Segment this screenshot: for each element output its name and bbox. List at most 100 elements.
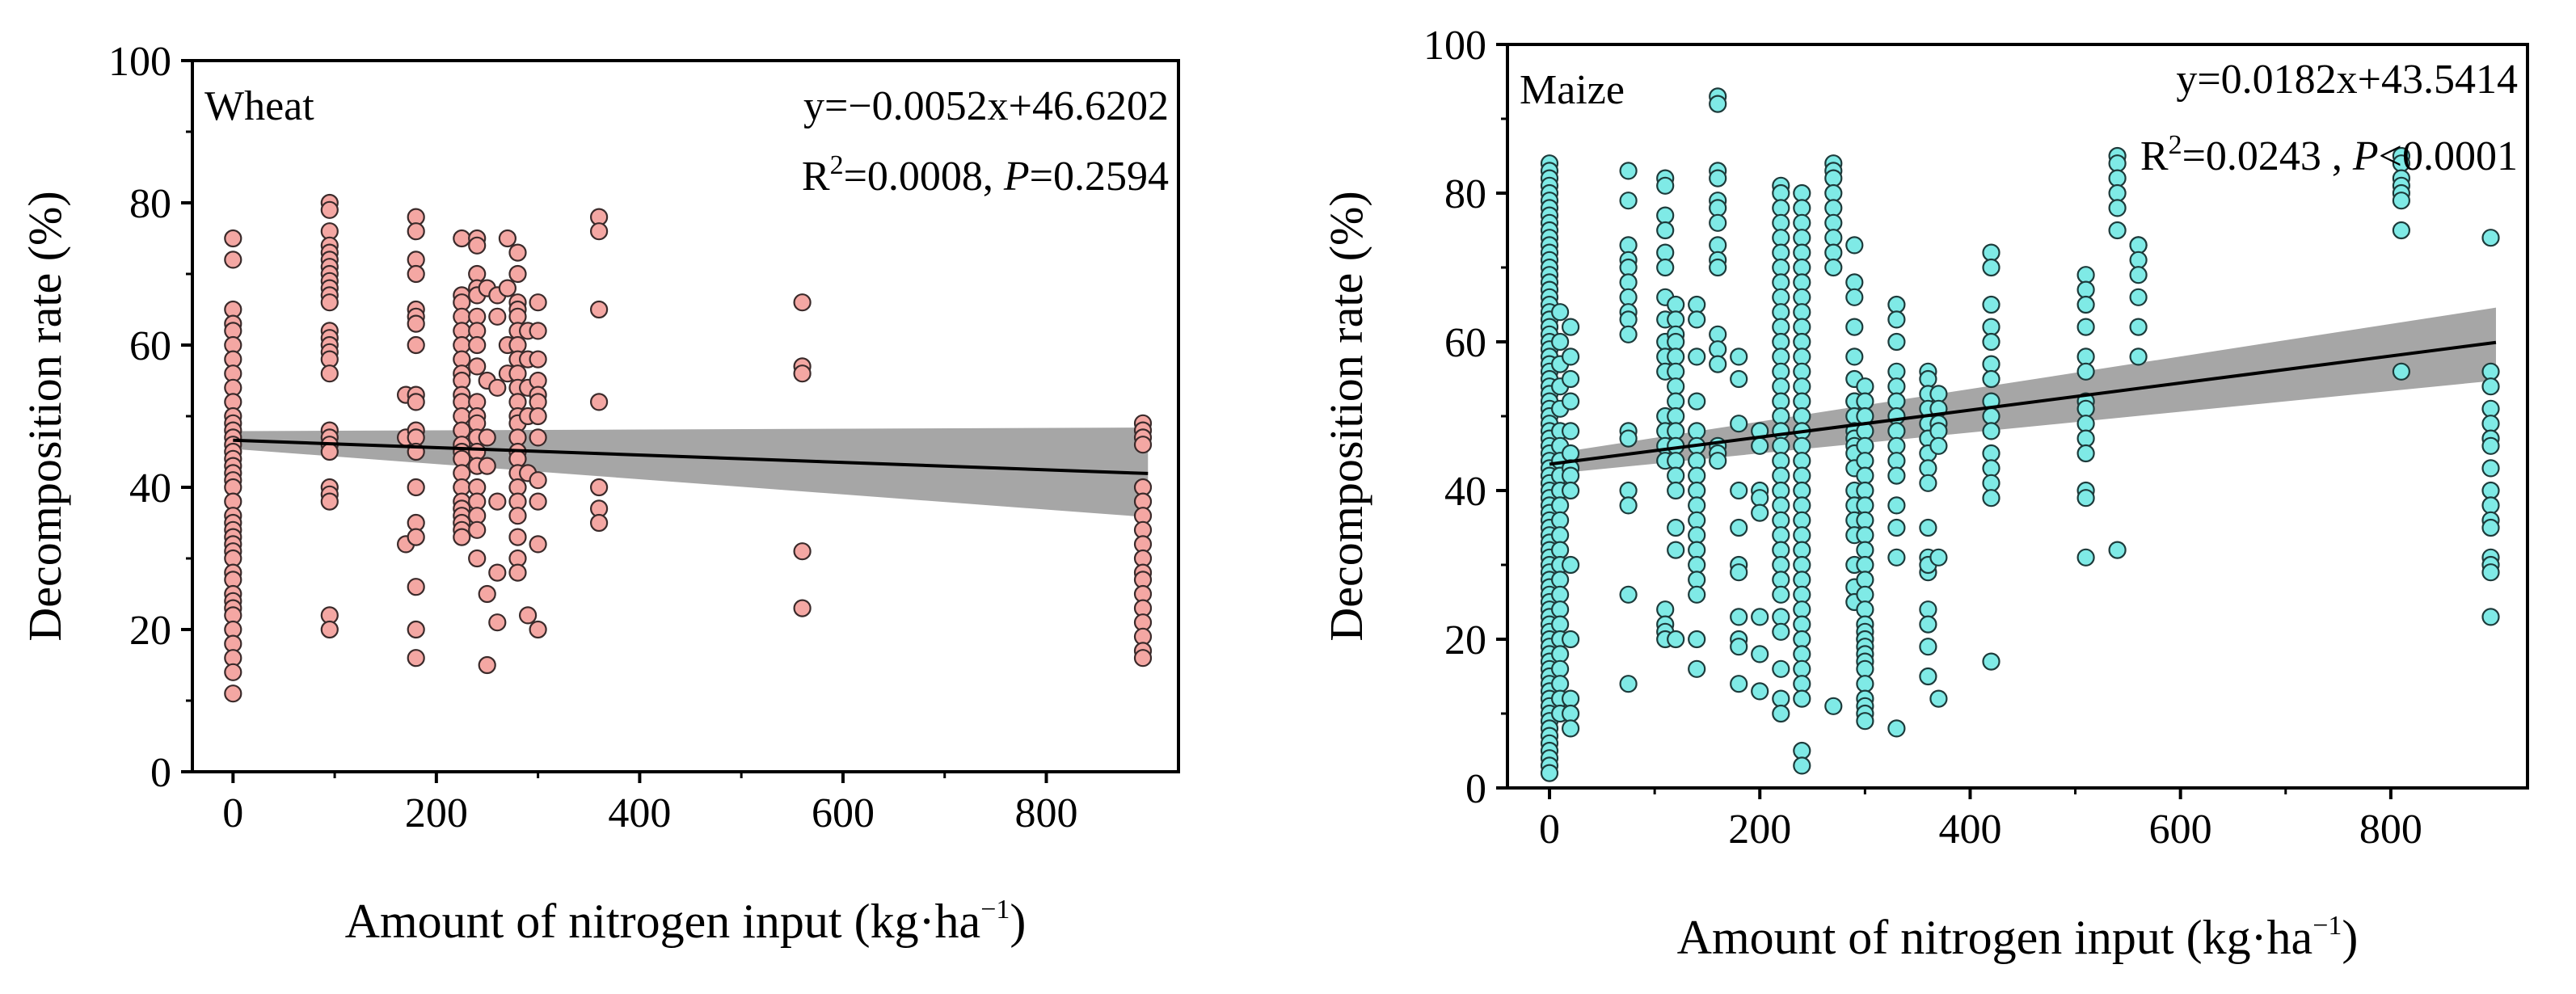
maize-data-point (1793, 332, 1811, 352)
maize-data-point (1550, 585, 1570, 604)
maize-data-point (1982, 474, 2001, 492)
maize-data-point (1688, 310, 1706, 329)
wheat-data-point (488, 307, 507, 326)
maize-data-point (1656, 258, 1675, 277)
wheat-data-point (589, 300, 609, 319)
wheat-data-point (793, 293, 812, 312)
maize-data-point (1619, 162, 1638, 180)
maize-data-point (1919, 474, 1937, 492)
maize-data-point (1772, 303, 1790, 322)
maize-data-point (1772, 496, 1790, 515)
maize-data-point (1656, 221, 1675, 240)
maize-data-point (1982, 243, 2001, 262)
maize-data-point (1982, 489, 2001, 508)
maize-data-point (1709, 355, 1727, 373)
maize-data-point (1688, 422, 1706, 440)
maize-data-point (1619, 496, 1638, 515)
maize-data-point (1772, 659, 1790, 678)
wheat-data-point (478, 457, 496, 475)
maize-data-point (1561, 689, 1580, 708)
wheat-data-point (407, 393, 425, 411)
wheat-data-point (529, 293, 547, 312)
wheat-data-point (488, 613, 507, 632)
maize-data-point (1667, 392, 1685, 411)
maize-data-point (1982, 318, 2001, 336)
maize-data-point (1667, 377, 1685, 396)
maize-data-point (1887, 452, 1906, 470)
maize-data-point (1824, 229, 1843, 247)
maize-y-tick-label: 0 (1465, 766, 1486, 812)
maize-x-tick-label: 0 (1539, 807, 1560, 853)
maize-data-point (1688, 466, 1706, 485)
wheat-data-point (468, 549, 487, 568)
maize-data-point (1856, 585, 1874, 604)
maize-y-tick-label: 100 (1423, 23, 1486, 69)
maize-data-point (1667, 466, 1685, 485)
maize-data-point (2108, 221, 2127, 240)
wheat-data-point (529, 535, 547, 554)
maize-data-point (1793, 659, 1811, 678)
wheat-data-point (529, 322, 547, 340)
wheat-data-point (508, 264, 527, 284)
wheat-data-point (224, 251, 242, 269)
maize-data-point (1856, 481, 1874, 500)
maize-data-point (1688, 630, 1706, 649)
maize-data-point (1709, 95, 1727, 113)
maize-data-point (1982, 332, 2001, 352)
wheat-x-tick-label: 800 (1014, 790, 1077, 836)
maize-data-point (1793, 436, 1811, 455)
wheat-data-point (468, 236, 487, 255)
maize-data-point (1793, 466, 1811, 485)
maize-data-point (2481, 415, 2500, 433)
wheat-data-point (793, 599, 812, 617)
maize-data-point (1887, 362, 1906, 381)
maize-data-point (1772, 362, 1790, 381)
maize-data-point (1793, 675, 1811, 693)
maize-data-point (1793, 243, 1811, 262)
maize-data-point (1929, 689, 1948, 708)
maize-data-point (1793, 555, 1811, 575)
maize-data-point (1824, 199, 1843, 217)
maize-data-point (1751, 608, 1769, 626)
maize-data-point (1856, 659, 1874, 678)
maize-data-point (1730, 347, 1748, 366)
maize-data-point (2481, 459, 2500, 478)
wheat-data-point (1133, 436, 1153, 454)
maize-data-point (1667, 452, 1685, 470)
maize-data-point (1919, 667, 1937, 686)
maize-data-point (1772, 377, 1790, 396)
maize-data-point (1772, 466, 1790, 485)
maize-data-point (1793, 689, 1811, 708)
maize-data-point (1919, 369, 1937, 389)
maize-data-point (1856, 452, 1874, 470)
wheat-regression-line (233, 438, 1149, 475)
wheat-data-point (529, 471, 547, 490)
maize-data-point (2481, 436, 2500, 455)
maize-data-point (1619, 236, 1638, 255)
wheat-data-point (793, 542, 812, 561)
wheat-data-point (407, 478, 425, 497)
maize-data-point (1772, 213, 1790, 232)
maize-data-point (1772, 608, 1790, 626)
maize-data-point (1793, 452, 1811, 470)
maize-data-point (1561, 466, 1580, 485)
wheat-data-point (508, 507, 527, 525)
maize-data-point (1982, 258, 2001, 277)
maize-data-point (1856, 600, 1874, 619)
maize-data-point (1929, 436, 1948, 455)
maize-data-point (1887, 392, 1906, 411)
maize-data-point (1688, 526, 1706, 545)
maize-data-point (1793, 392, 1811, 411)
maize-data-point (1619, 273, 1638, 292)
maize-data-point (2108, 199, 2127, 217)
maize-data-point (1824, 258, 1843, 277)
maize-data-point (1772, 199, 1790, 217)
maize-data-point (1793, 630, 1811, 649)
maize-data-point (1982, 422, 2001, 440)
maize-data-point (1772, 436, 1790, 455)
wheat-data-point (407, 264, 425, 284)
maize-data-point (2392, 192, 2410, 210)
maize-data-point (1561, 719, 1580, 738)
maize-data-point (1793, 288, 1811, 306)
